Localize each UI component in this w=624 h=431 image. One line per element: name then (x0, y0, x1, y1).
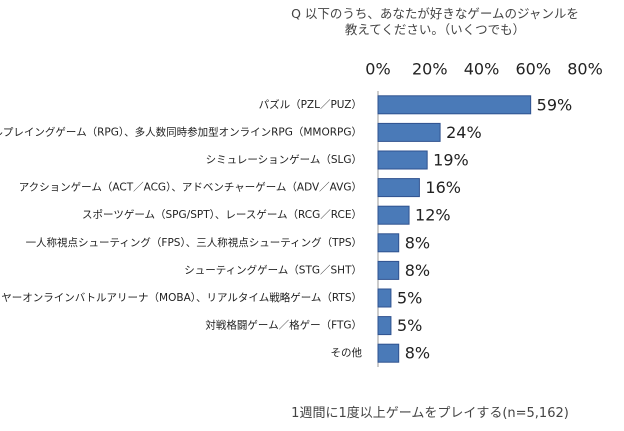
bar (377, 316, 392, 336)
category-label: その他 (331, 346, 363, 359)
chart-title: Q 以下のうち、あなたが好きなゲームのジャンルを教えてください。（いくつでも） (291, 6, 579, 37)
bar (377, 233, 400, 253)
bar (377, 178, 420, 198)
x-tick-label: 60% (515, 60, 551, 79)
x-tick-label: 40% (464, 60, 500, 79)
value-label: 19% (433, 151, 469, 170)
value-label: 5% (397, 316, 422, 335)
value-label: 16% (425, 178, 461, 197)
category-label: シューティングゲーム（STG／SHT） (184, 263, 362, 276)
category-label: ロールプレイングゲーム（RPG）、多人数同時参加型オンラインRPG（MMORPG… (0, 125, 362, 138)
x-tick-label: 80% (567, 60, 603, 79)
value-label: 24% (446, 123, 482, 142)
value-label: 59% (537, 95, 573, 114)
bar (377, 150, 428, 170)
category-label: 一人称視点シューティング（FPS）、三人称視点シューティング（TPS） (26, 236, 362, 249)
category-label: アクションゲーム（ACT／ACG）、アドベンチャーゲーム（ADV／AVG） (19, 182, 362, 194)
value-label: 8% (405, 233, 430, 252)
value-label: 12% (415, 206, 451, 225)
category-label: パズル（PZL／PUZ） (259, 98, 362, 111)
footnote: 1週間に1度以上ゲームをプレイする(n=5,162) (291, 406, 569, 421)
bar (377, 288, 392, 308)
bar (377, 205, 410, 225)
value-label: 8% (405, 344, 430, 363)
category-label: マルチプレイヤーオンラインバトルアリーナ（MOBA）、リアルタイム戦略ゲーム（R… (0, 291, 362, 304)
bar (377, 95, 532, 115)
category-label: シミュレーションゲーム（SLG） (206, 154, 362, 166)
value-label: 5% (397, 289, 422, 308)
bar (377, 343, 400, 363)
x-tick-label: 0% (365, 60, 390, 79)
category-label: スポーツゲーム（SPG/SPT）、レースゲーム（RCG／RCE） (82, 209, 362, 221)
bar (377, 122, 441, 142)
bar (377, 260, 400, 280)
category-label: 対戦格闘ゲーム／格ゲー（FTG） (205, 319, 362, 332)
x-tick-label: 20% (412, 60, 448, 79)
value-label: 8% (405, 261, 430, 280)
